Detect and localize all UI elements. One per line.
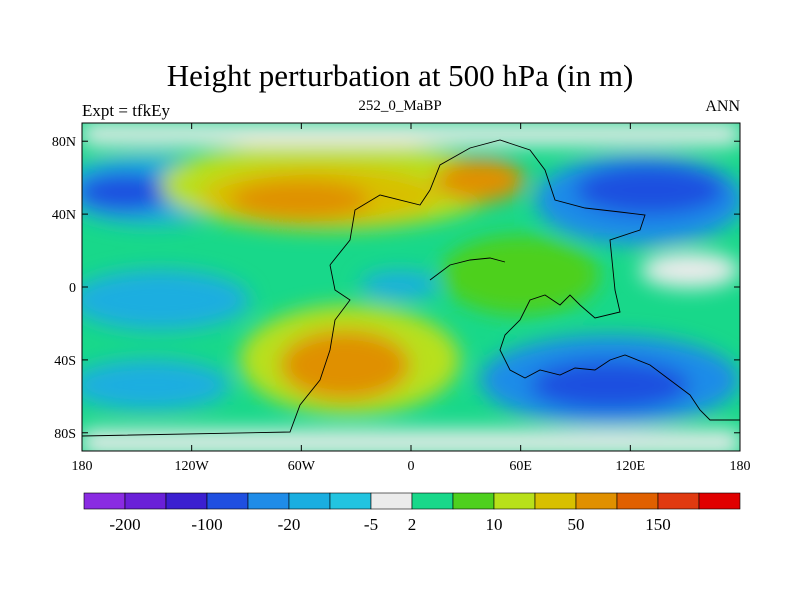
y-tick-label: 40S: [54, 354, 76, 369]
colorbar-tick-label: 150: [645, 515, 671, 534]
colorbar-swatch: [83, 492, 126, 510]
chart-title: Height perturbation at 500 hPa (in m): [166, 58, 634, 93]
colorbar-tick-label: -20: [278, 515, 301, 534]
colorbar-swatch: [370, 492, 413, 510]
x-tick-label: 120W: [175, 459, 210, 474]
x-tick-label: 0: [408, 459, 415, 474]
colorbar-swatch: [247, 492, 290, 510]
axis-ticks: 180 120W 60W 0 60E 120E 180 80N 40N 0 40S 80S: [52, 123, 751, 474]
colorbar-tick-label: -100: [191, 515, 222, 534]
colorbar-swatch: [329, 492, 372, 510]
colorbar-swatch: [165, 492, 208, 510]
colorbar-swatch: [452, 492, 495, 510]
colorbar-tick-label: -5: [364, 515, 378, 534]
colorbar-swatch: [411, 492, 454, 510]
y-tick-label: 0: [69, 281, 76, 296]
season-label: ANN: [705, 98, 740, 115]
colorbar-tick-label: -200: [109, 515, 140, 534]
coastline: [82, 139, 740, 437]
colorbar-swatch: [206, 492, 249, 510]
field-blobs: [82, 123, 740, 451]
x-tick-label: 120E: [616, 459, 646, 474]
colorbar-tick-label: 50: [568, 515, 585, 534]
colorbar-swatch: [616, 492, 659, 510]
contour-field: [82, 123, 740, 451]
colorbar-swatch: [288, 492, 331, 510]
colorbar-tick-label: 10: [486, 515, 503, 534]
colorbar: -200 -100 -20 -5 2 10 50 150: [83, 492, 741, 534]
experiment-label: Expt = tfkEy: [82, 101, 170, 120]
colorbar-swatch: [657, 492, 700, 510]
y-tick-label: 80N: [52, 135, 76, 150]
y-tick-label: 80S: [54, 427, 76, 442]
colorbar-swatch: [534, 492, 577, 510]
y-tick-label: 40N: [52, 208, 76, 223]
x-tick-label: 180: [730, 459, 751, 474]
colorbar-swatch: [698, 492, 741, 510]
colorbar-swatch: [124, 492, 167, 510]
x-tick-label: 60E: [509, 459, 532, 474]
x-tick-label: 180: [72, 459, 93, 474]
colorbar-swatch: [575, 492, 618, 510]
x-tick-label: 60W: [288, 459, 316, 474]
colorbar-swatch: [493, 492, 536, 510]
period-label: 252_0_MaBP: [358, 98, 442, 114]
colorbar-tick-label: 2: [408, 515, 417, 534]
